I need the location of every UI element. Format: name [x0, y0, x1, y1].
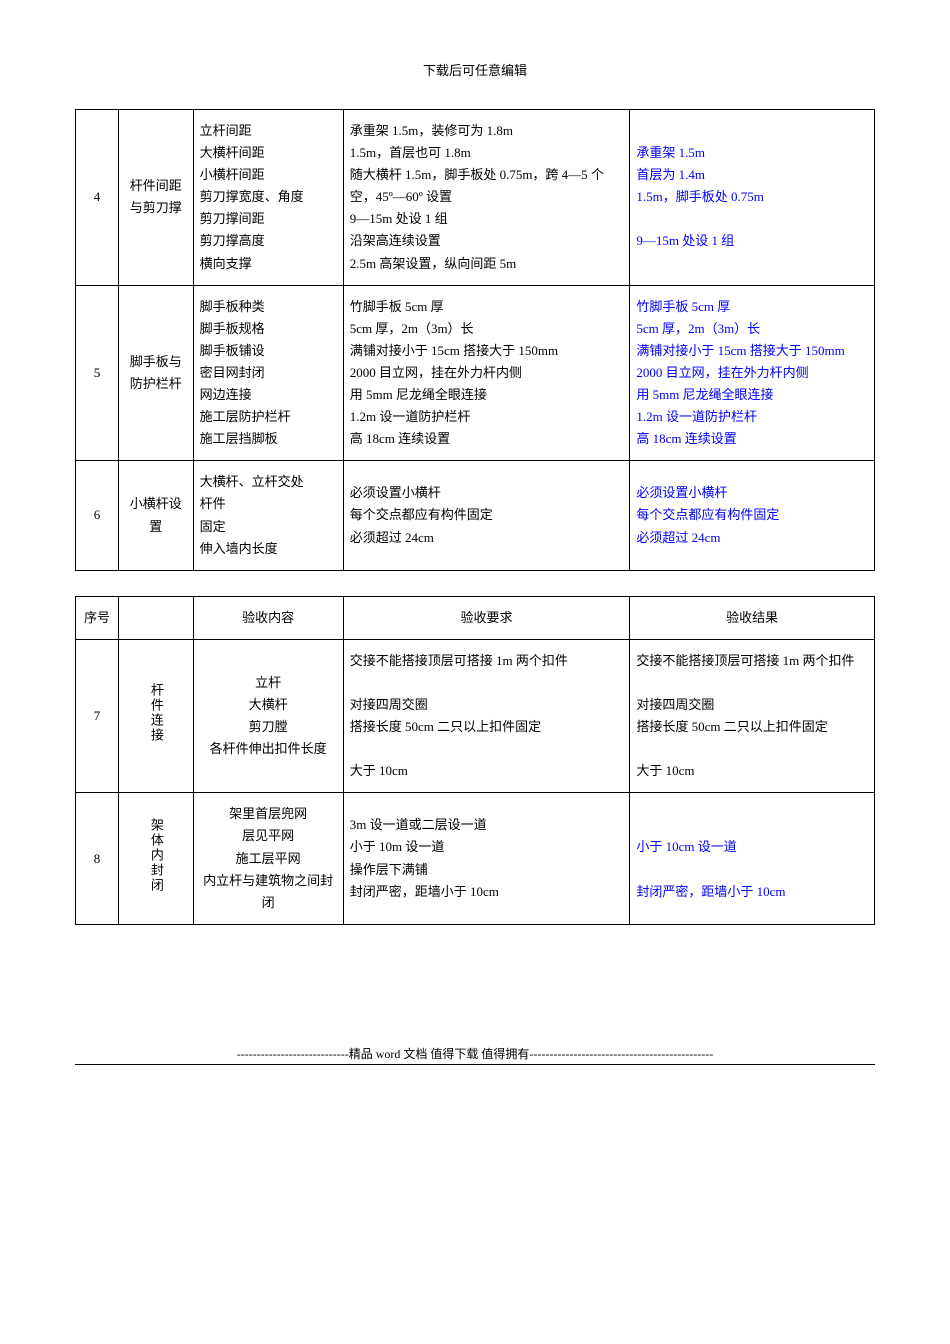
table-header: 验收要求 [343, 596, 630, 639]
acceptance-content: 大横杆、立杆交处杆件固定伸入墙内长度 [193, 461, 343, 570]
row-name: 杆件间距与剪刀撑 [119, 110, 194, 286]
table-1: 4杆件间距与剪刀撑立杆间距大横杆间距小横杆间距剪刀撑宽度、角度剪刀撑间距剪刀撑高… [75, 109, 875, 571]
table-header [119, 596, 194, 639]
table-row: 4杆件间距与剪刀撑立杆间距大横杆间距小横杆间距剪刀撑宽度、角度剪刀撑间距剪刀撑高… [76, 110, 875, 286]
acceptance-requirement: 3m 设一道或二层设一道小于 10m 设一道操作层下满铺封闭严密，距墙小于 10… [343, 793, 630, 924]
acceptance-requirement: 必须设置小横杆每个交点都应有构件固定必须超过 24cm [343, 461, 630, 570]
row-index: 5 [76, 285, 119, 461]
acceptance-content: 脚手板种类脚手板规格脚手板铺设密目网封闭网边连接施工层防护栏杆施工层挡脚板 [193, 285, 343, 461]
row-name: 脚手板与防护栏杆 [119, 285, 194, 461]
acceptance-result: 交接不能搭接顶层可搭接 1m 两个扣件 对接四周交圈搭接长度 50cm 二只以上… [630, 639, 875, 793]
acceptance-result: 竹脚手板 5cm 厚5cm 厚，2m（3m）长满铺对接小于 15cm 搭接大于 … [630, 285, 875, 461]
acceptance-content: 立杆大横杆剪刀膛各杆件伸出扣件长度 [193, 639, 343, 793]
acceptance-requirement: 承重架 1.5m，装修可为 1.8m1.5m，首层也可 1.8m随大横杆 1.5… [343, 110, 630, 286]
table-row: 5脚手板与防护栏杆脚手板种类脚手板规格脚手板铺设密目网封闭网边连接施工层防护栏杆… [76, 285, 875, 461]
table-row: 8架体内封闭架里首层兜网层见平网施工层平网内立杆与建筑物之间封闭3m 设一道或二… [76, 793, 875, 924]
acceptance-content: 架里首层兜网层见平网施工层平网内立杆与建筑物之间封闭 [193, 793, 343, 924]
acceptance-requirement: 竹脚手板 5cm 厚5cm 厚，2m（3m）长满铺对接小于 15cm 搭接大于 … [343, 285, 630, 461]
table-row: 6小横杆设置大横杆、立杆交处杆件固定伸入墙内长度必须设置小横杆每个交点都应有构件… [76, 461, 875, 570]
header-note: 下载后可任意编辑 [75, 60, 875, 79]
acceptance-result: 承重架 1.5m首层为 1.4m1.5m，脚手板处 0.75m 9—15m 处设… [630, 110, 875, 286]
row-index: 4 [76, 110, 119, 286]
row-index: 6 [76, 461, 119, 570]
acceptance-requirement: 交接不能搭接顶层可搭接 1m 两个扣件 对接四周交圈搭接长度 50cm 二只以上… [343, 639, 630, 793]
table-2: 序号验收内容验收要求验收结果 7杆件连接立杆大横杆剪刀膛各杆件伸出扣件长度交接不… [75, 596, 875, 925]
footer-line: ----------------------------精品 word 文档 值… [75, 1045, 875, 1065]
row-name: 杆件连接 [119, 639, 194, 793]
row-index: 8 [76, 793, 119, 924]
table-header: 验收结果 [630, 596, 875, 639]
acceptance-content: 立杆间距大横杆间距小横杆间距剪刀撑宽度、角度剪刀撑间距剪刀撑高度横向支撑 [193, 110, 343, 286]
row-name: 小横杆设置 [119, 461, 194, 570]
row-index: 7 [76, 639, 119, 793]
table-header: 序号 [76, 596, 119, 639]
acceptance-result: 必须设置小横杆每个交点都应有构件固定必须超过 24cm [630, 461, 875, 570]
table-header: 验收内容 [193, 596, 343, 639]
table-row: 7杆件连接立杆大横杆剪刀膛各杆件伸出扣件长度交接不能搭接顶层可搭接 1m 两个扣… [76, 639, 875, 793]
row-name: 架体内封闭 [119, 793, 194, 924]
acceptance-result: 小于 10cm 设一道 封闭严密，距墙小于 10cm [630, 793, 875, 924]
